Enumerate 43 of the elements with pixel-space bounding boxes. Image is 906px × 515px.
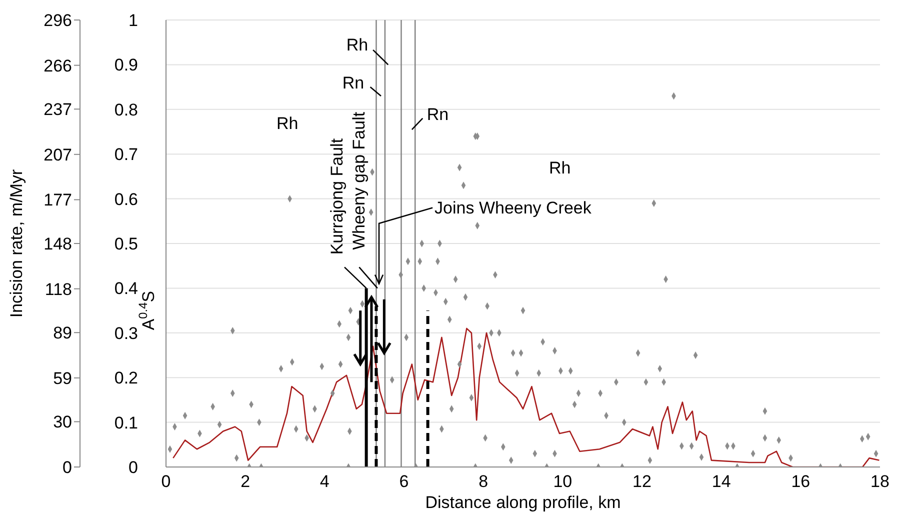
x-tick-label: 2 — [240, 472, 250, 492]
annotation: Rn — [342, 73, 364, 92]
x-tick-label: 12 — [632, 472, 652, 492]
y-tick-label: 0.8 — [114, 100, 138, 120]
x-tick-label: 4 — [320, 472, 330, 492]
x-axis-title: Distance along profile, km — [425, 493, 621, 512]
y-tick-label: 0.3 — [114, 324, 138, 343]
y2-tick-label: 89 — [53, 324, 72, 343]
y-tick-label: 0 — [128, 458, 138, 478]
x-tick-label: 0 — [161, 472, 171, 492]
y-tick-label: 0.2 — [114, 368, 138, 388]
y-tick-label: 0.5 — [114, 234, 138, 254]
annotation: Kurrajong Fault — [327, 138, 346, 255]
y-tick-label: 0.6 — [114, 190, 138, 209]
y2-tick-label: 207 — [44, 145, 72, 164]
y2-tick-label: 237 — [44, 100, 72, 120]
y2-tick-label: 296 — [44, 11, 72, 30]
y2-tick-label: 30 — [53, 412, 72, 432]
annotation: Rh — [549, 158, 571, 178]
x-tick-label: 18 — [870, 472, 890, 492]
annotation: Rn — [426, 104, 449, 124]
y-tick-label: 0.4 — [114, 279, 138, 298]
y2-tick-label: 177 — [44, 190, 72, 210]
y2-tick-label: 0 — [62, 458, 72, 478]
y2-tick-label: 59 — [53, 368, 72, 388]
x-tick-label: 16 — [791, 472, 810, 492]
x-tick-label: 10 — [553, 472, 572, 492]
annotation: Wheeny gap Fault — [348, 112, 368, 250]
x-tick-label: 14 — [712, 472, 731, 492]
y-tick-label: 0.1 — [114, 413, 138, 432]
y-tick-label: 0.7 — [114, 145, 138, 164]
x-tick-label: 6 — [399, 472, 409, 492]
annotation: Rh — [346, 35, 368, 54]
y-tick-label: 0.9 — [114, 56, 138, 75]
y2-tick-label: 118 — [44, 280, 72, 299]
x-tick-label: 8 — [478, 472, 488, 492]
y2-tick-label: 148 — [44, 234, 72, 254]
annotation: Rh — [276, 113, 298, 132]
line-series — [172, 328, 880, 467]
y2-tick-label: 266 — [44, 56, 72, 76]
y-tick-label: 1 — [128, 11, 138, 30]
annotation: Joins Wheeny Creek — [434, 198, 592, 218]
y2-axis-title: Incision rate, m/Myr — [7, 169, 26, 318]
